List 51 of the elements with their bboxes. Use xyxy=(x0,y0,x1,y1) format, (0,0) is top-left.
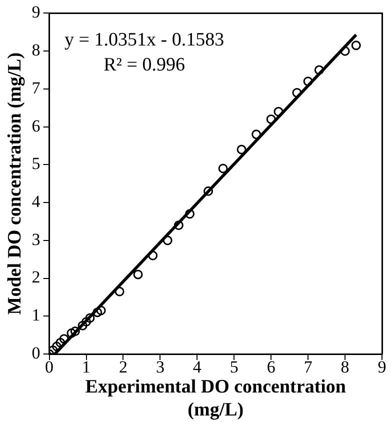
x-tick-label: 0 xyxy=(45,358,54,377)
x-tick-label: 9 xyxy=(378,358,386,377)
point xyxy=(303,76,313,86)
y-tick-label: 2 xyxy=(32,268,40,287)
point xyxy=(174,220,184,230)
point xyxy=(148,250,158,260)
y-tick-label: 9 xyxy=(32,2,40,22)
point xyxy=(204,186,214,196)
point xyxy=(236,144,246,154)
point xyxy=(114,286,124,296)
y-tick-label: 5 xyxy=(32,154,40,174)
y-tick-label: 6 xyxy=(32,116,40,136)
y-tick-label: 0 xyxy=(32,343,40,362)
point xyxy=(133,270,143,280)
point xyxy=(92,308,102,318)
annotation: y = 1.0351x - 0.1583 xyxy=(64,30,224,51)
point xyxy=(266,114,276,124)
x-tick-label: 7 xyxy=(304,358,313,377)
x-tick-label: 6 xyxy=(266,358,276,377)
point xyxy=(185,209,195,219)
point xyxy=(82,317,92,327)
y-tick-label: 4 xyxy=(32,192,41,211)
point xyxy=(218,164,228,174)
point xyxy=(96,306,106,316)
y-tick-label: 3 xyxy=(32,230,40,249)
x-tick-label: 5 xyxy=(230,358,238,377)
point xyxy=(78,320,88,330)
point xyxy=(351,40,361,50)
x-tick-label: 3 xyxy=(156,358,164,377)
point xyxy=(66,328,76,338)
point xyxy=(162,236,172,246)
point xyxy=(252,130,262,140)
y-tick-label: 7 xyxy=(32,78,41,98)
x-tick-label: 1 xyxy=(82,358,91,377)
y-tick-label: 8 xyxy=(32,40,40,60)
x-tick-label: 4 xyxy=(192,358,202,377)
point xyxy=(52,342,62,352)
x-axis-title: Experimental DO concentration (mg/L) xyxy=(85,376,346,421)
point xyxy=(70,326,80,336)
annotation: R² = 0.996 xyxy=(104,54,185,76)
y-axis-title: Model DO concentration (mg/L) xyxy=(4,52,26,315)
x-tick-label: 8 xyxy=(340,358,350,377)
point xyxy=(56,338,66,348)
point xyxy=(340,46,350,56)
point xyxy=(85,313,95,323)
point xyxy=(314,65,324,75)
point xyxy=(274,106,284,116)
point xyxy=(59,334,69,344)
x-tick-label: 2 xyxy=(118,358,128,377)
point xyxy=(292,88,302,98)
y-tick-label: 1 xyxy=(32,306,40,325)
